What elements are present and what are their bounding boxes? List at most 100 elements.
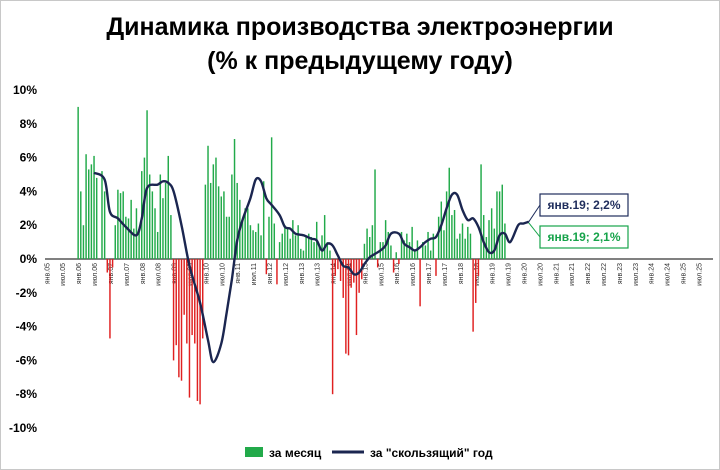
bar <box>300 248 302 259</box>
bar <box>241 220 244 259</box>
bar <box>488 220 490 259</box>
bar <box>247 208 249 259</box>
x-axis: янв.05 июл.05 янв.06 июл.06 янв.07 июл.07 янв.… <box>44 263 703 286</box>
bar <box>482 215 485 259</box>
bar <box>411 226 413 259</box>
bar <box>329 250 331 259</box>
x-tick-label: июл.12 <box>283 263 290 286</box>
x-tick-label: июл.07 <box>124 263 131 286</box>
legend-swatch-bars <box>245 447 263 457</box>
bar <box>469 233 472 259</box>
bar <box>440 201 443 259</box>
bar <box>323 215 326 259</box>
callouts: янв.19; 2,2% янв.19; 2,1% <box>528 193 629 249</box>
bar <box>448 167 450 259</box>
bar <box>451 215 453 259</box>
bar <box>188 259 191 398</box>
bar <box>215 157 217 259</box>
chart-title-line-2: (% к предыдущему году) <box>207 47 513 75</box>
bar <box>422 242 424 259</box>
x-tick-label: янв.19 <box>490 263 497 284</box>
bar <box>90 164 93 259</box>
x-tick-label: янв.22 <box>585 263 592 284</box>
x-tick-label: янв.13 <box>299 263 306 284</box>
bar <box>302 250 305 259</box>
bar <box>493 228 496 259</box>
callout-2-pointer <box>528 222 541 238</box>
bar-series <box>77 106 506 405</box>
callout-1-pointer <box>528 204 541 223</box>
bar <box>363 243 366 259</box>
y-tick-label: -2% <box>16 286 38 300</box>
bar <box>170 215 172 259</box>
bar <box>103 191 106 259</box>
x-tick-label: июл.17 <box>442 263 449 286</box>
x-tick-label: янв.20 <box>521 263 528 284</box>
bar <box>453 209 456 259</box>
x-tick-label: янв.07 <box>108 263 115 284</box>
x-tick-label: июл.10 <box>219 263 226 286</box>
rolling-year-line <box>93 171 530 364</box>
bar <box>350 259 352 288</box>
bar <box>204 184 207 259</box>
bar <box>148 174 151 259</box>
x-tick-label: июл.25 <box>696 263 703 286</box>
y-tick-label: -6% <box>16 353 38 367</box>
bar <box>387 231 390 259</box>
bar <box>172 259 175 361</box>
bar <box>477 259 480 276</box>
y-tick-label: 8% <box>20 117 38 131</box>
bar <box>255 231 257 259</box>
chart-title-line-1: Динамика производства электроэнергии <box>106 13 613 41</box>
bar <box>217 186 220 259</box>
bar <box>467 226 469 259</box>
bar <box>443 230 445 259</box>
x-tick-label: янв.10 <box>203 263 210 284</box>
bar <box>334 259 336 276</box>
bar <box>408 242 411 259</box>
bar <box>376 259 379 268</box>
x-tick-label: янв.21 <box>553 263 560 284</box>
bar <box>496 191 498 259</box>
bar <box>133 228 135 259</box>
bar <box>371 225 374 259</box>
bar <box>382 242 384 259</box>
bar <box>339 259 342 281</box>
bar <box>374 169 376 259</box>
bar <box>286 228 289 259</box>
y-tick-label: 2% <box>20 218 38 232</box>
bar <box>398 259 400 265</box>
bar <box>490 208 493 259</box>
bar <box>88 169 90 259</box>
bar <box>101 171 103 259</box>
bar <box>183 259 185 315</box>
y-tick-label: 4% <box>20 184 38 198</box>
bar <box>80 191 82 259</box>
bar <box>225 216 228 259</box>
x-tick-label: июл.14 <box>347 263 354 286</box>
bar <box>318 247 321 259</box>
x-tick-label: июл.15 <box>378 263 385 286</box>
bar <box>135 208 138 259</box>
bar <box>95 177 98 259</box>
bar <box>273 223 276 259</box>
bar <box>278 242 281 259</box>
callout-2-label: янв.19; 2,1% <box>548 230 621 244</box>
bar <box>154 208 156 259</box>
bar <box>85 154 87 259</box>
x-tick-label: янв.09 <box>172 263 179 284</box>
bar <box>355 259 358 336</box>
bar <box>437 216 440 259</box>
bar <box>292 220 294 259</box>
legend-label-bars: за месяц <box>269 446 322 460</box>
bar <box>199 259 201 405</box>
bar <box>464 238 466 259</box>
bar <box>156 231 159 259</box>
x-tick-label: янв.11 <box>235 263 242 284</box>
bar <box>191 259 193 336</box>
bar <box>162 198 164 259</box>
bar <box>347 259 350 356</box>
bar <box>249 225 252 259</box>
bar <box>384 220 387 259</box>
